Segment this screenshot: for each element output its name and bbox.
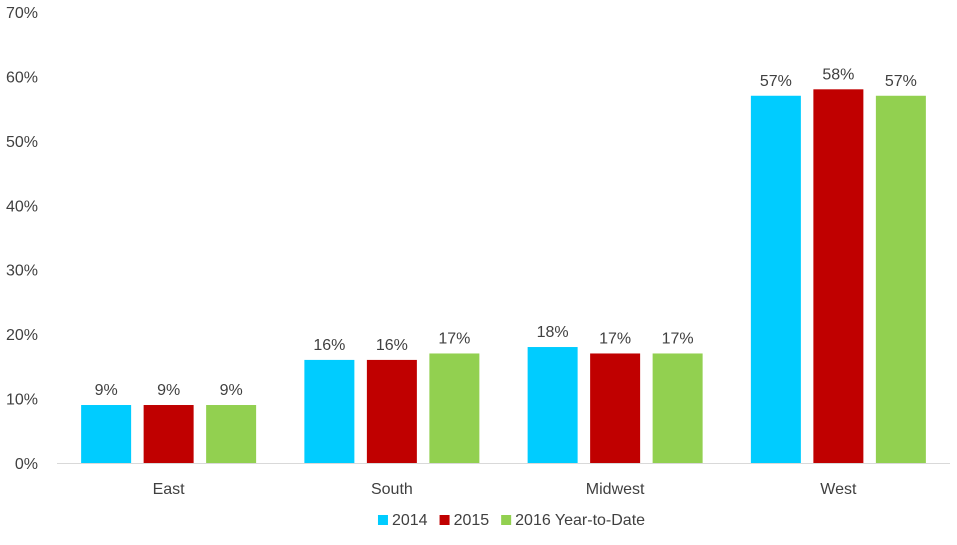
y-tick-label: 10% (6, 392, 38, 409)
data-labels-group: 9% 9% 9% 16% 16% 17% 18% 17% 17% 57% 58% 57% (95, 66, 917, 399)
legend-item-2014: 2014 (377, 512, 428, 529)
bar-2015-east (143, 405, 194, 463)
y-tick-label: 20% (6, 327, 38, 344)
category-label-east: East (153, 481, 186, 498)
bar-2014-south (304, 359, 355, 463)
legend-swatch (501, 515, 512, 525)
data-label: 57% (760, 73, 792, 90)
category-label-midwest: Midwest (586, 481, 645, 498)
bar-series-group (81, 89, 926, 464)
y-tick-label: 0% (15, 456, 38, 473)
y-tick-label: 30% (6, 263, 38, 280)
y-tick-label: 60% (6, 69, 38, 86)
bar-2014-west (750, 95, 801, 463)
data-label: 16% (313, 337, 345, 354)
data-label: 17% (662, 330, 694, 347)
data-label: 57% (885, 73, 917, 90)
legend-item-2016-year-to-date: 2016 Year-to-Date (501, 512, 645, 529)
data-label: 18% (537, 324, 569, 341)
data-label: 9% (220, 382, 243, 399)
y-tick-label: 70% (6, 5, 38, 22)
legend-label: 2014 (392, 512, 428, 529)
bar-2015-midwest (590, 353, 641, 463)
legend-item-2015: 2015 (439, 512, 490, 529)
data-label: 9% (95, 382, 118, 399)
bar-2016-year-to-date-midwest (652, 353, 703, 463)
y-tick-label: 50% (6, 134, 38, 151)
legend-swatch (439, 515, 450, 525)
bar-2016-year-to-date-west (875, 95, 926, 463)
bar-2014-east (81, 405, 132, 463)
bar-2016-year-to-date-east (206, 405, 257, 463)
legend-label: 2015 (454, 512, 490, 529)
category-labels-group: East South Midwest West (153, 481, 857, 498)
y-axis-ticks: 0% 10% 20% 30% 40% 50% 60% 70% (6, 5, 38, 473)
data-label: 17% (599, 330, 631, 347)
category-label-south: South (371, 481, 413, 498)
category-label-west: West (820, 481, 857, 498)
y-tick-label: 40% (6, 198, 38, 215)
data-label: 9% (157, 382, 180, 399)
data-label: 58% (822, 66, 854, 83)
legend-swatch (377, 515, 388, 525)
data-label: 16% (376, 337, 408, 354)
bar-2015-south (366, 359, 417, 463)
legend-label: 2016 Year-to-Date (515, 512, 645, 529)
bar-2015-west (813, 89, 864, 464)
bar-2014-midwest (527, 347, 578, 463)
bar-2016-year-to-date-south (429, 353, 480, 463)
legend: 2014 2015 2016 Year-to-Date (377, 512, 645, 529)
data-label: 17% (438, 330, 470, 347)
